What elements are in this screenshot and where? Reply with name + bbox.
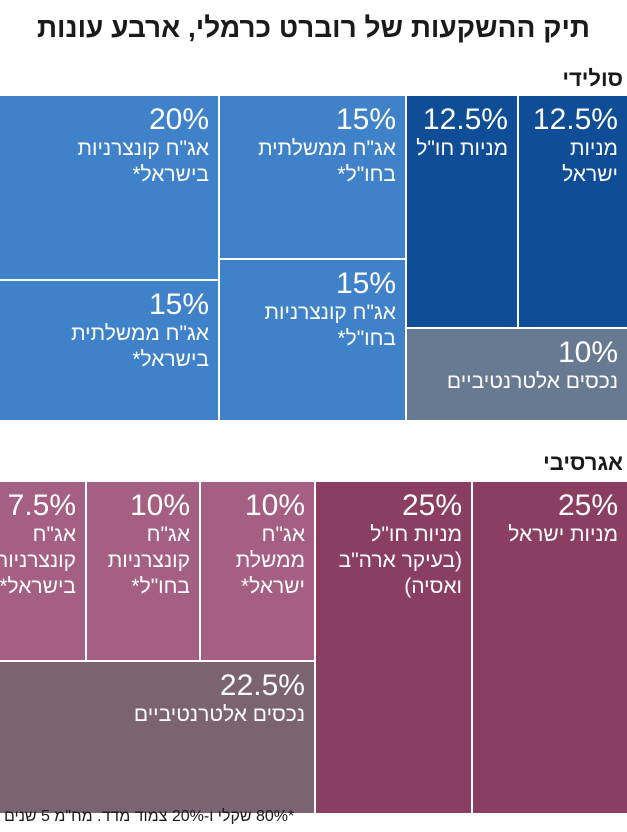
solid-tile-label: מניות ישראל [562,137,618,186]
aggressive-tile-5: 7.5% אג"ח קונצרניות בישראל* [0,482,85,660]
solid-tile-value: 20% [148,103,209,136]
solid-tile-value: 15% [335,267,396,300]
aggressive-tile-2: 25% מניות חו"ל (בעיקר ארה"ב ואסיה) [316,482,471,813]
aggressive-tile-value: 22.5% [219,669,305,702]
solid-tile-value: 12.5% [422,103,508,136]
aggressive-tile-4: 10% אג"ח קונצרניות בחו"ל* [87,482,199,660]
solid-tile-label: אג"ח ממשלתית בחו"ל* [258,137,396,186]
section-label-solid: סולידי [562,66,623,91]
aggressive-tile-label: אג"ח קונצרניות בישראל* [0,523,76,598]
aggressive-tile-value: 10% [244,489,305,522]
solid-tile-value: 15% [335,103,396,136]
solid-tile-3: 15% אג"ח ממשלתית בחו"ל* [220,96,405,258]
solid-tile-4: 20% אג"ח קונצרניות בישראל* [0,96,218,279]
aggressive-tile-3: 10% אג"ח ממשלת ישראל* [201,482,314,660]
solid-tile-label: אג"ח קונצרניות בישראל* [77,137,209,186]
aggressive-tile-value: 25% [557,489,618,522]
solid-tile-value: 15% [148,288,209,321]
solid-tile-1: 12.5% מניות ישראל [519,96,627,327]
solid-tile-value: 10% [557,336,618,369]
aggressive-tile-value: 7.5% [7,489,76,522]
footnote: *80% שקלי ו-20% צמוד מדד. מח"מ 5 שנים [4,808,295,825]
aggressive-tile-label: מניות ישראל [508,523,618,546]
solid-tile-label: נכסים אלטרנטיביים [446,370,618,393]
aggressive-tile-6: 22.5% נכסים אלטרנטיביים [0,662,314,813]
solid-tile-2: 12.5% מניות חו"ל [407,96,517,327]
aggressive-tile-value: 25% [401,489,462,522]
aggressive-tile-1: 25% מניות ישראל [473,482,627,813]
solid-tile-5: 10% נכסים אלטרנטיביים [407,329,627,420]
aggressive-tile-label: אג"ח ממשלת ישראל* [235,523,305,598]
solid-tile-6: 15% אג"ח קונצרניות בחו"ל* [220,260,405,420]
aggressive-tile-label: נכסים אלטרנטיביים [133,703,305,726]
aggressive-tile-label: מניות חו"ל (בעיקר ארה"ב ואסיה) [338,523,462,598]
chart-title: תיק ההשקעות של רוברט כרמלי, ארבע עונות [36,12,591,43]
solid-tile-label: אג"ח קונצרניות בחו"ל* [264,301,396,350]
solid-tile-label: מניות חו"ל [416,137,508,160]
solid-tile-label: אג"ח ממשלתית בישראל* [71,322,209,371]
aggressive-tile-label: אג"ח קונצרניות בחו"ל* [107,523,190,598]
solid-tile-value: 12.5% [532,103,618,136]
section-label-aggressive: אגרסיבי [543,450,623,475]
solid-tile-7: 15% אג"ח ממשלתית בישראל* [0,281,218,420]
aggressive-tile-value: 10% [129,489,190,522]
